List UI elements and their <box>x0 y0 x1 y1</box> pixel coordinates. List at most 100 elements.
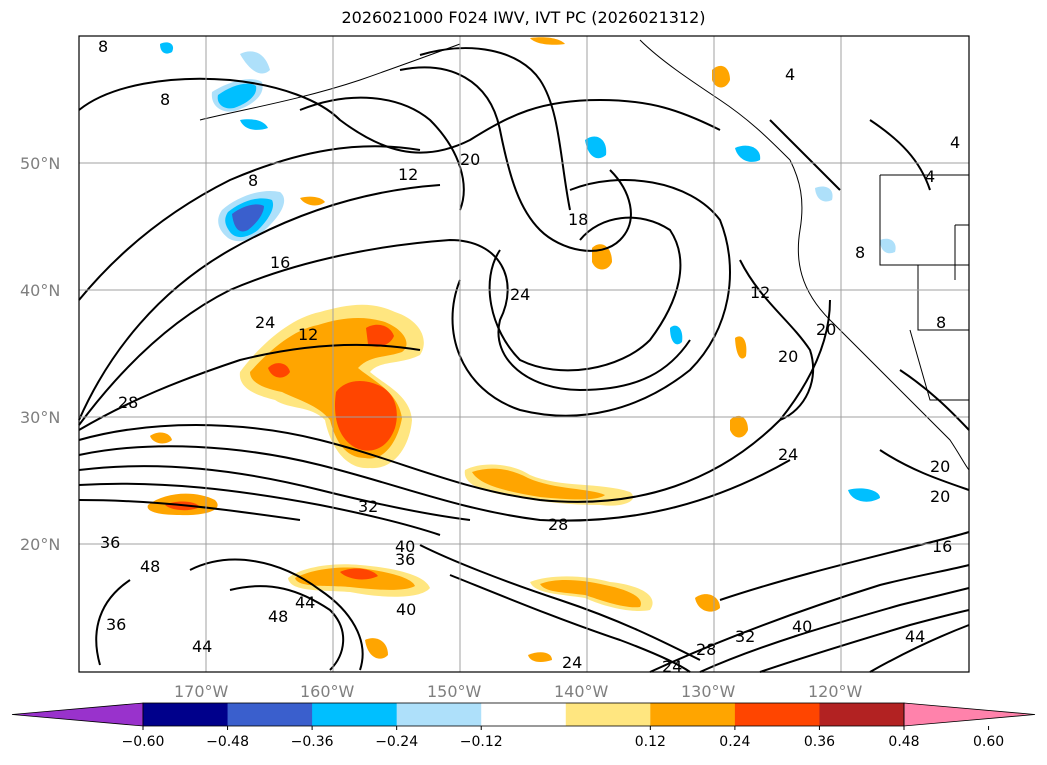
contour-label: 20 <box>930 457 950 476</box>
shade-darkorange-hawaii <box>340 568 378 580</box>
lon-label-160: 160°W <box>300 682 355 701</box>
colorbar-tick-label: −0.60 <box>122 734 165 750</box>
shade-darkorange-central <box>334 380 397 451</box>
contour-label: 36 <box>106 615 126 634</box>
contour-label: 24 <box>510 285 530 304</box>
longitude-labels: 170°W 160°W 150°W 140°W 130°W 120°W <box>174 682 863 701</box>
contour-label: 28 <box>548 515 568 534</box>
state-borders-a <box>879 175 969 266</box>
lat-label-40: 40°N <box>20 281 60 300</box>
shade-blue-aleutian2 <box>240 119 268 130</box>
contour-label: 20 <box>930 487 950 506</box>
map-background <box>79 36 969 672</box>
contour-24-b <box>78 343 421 431</box>
colorbar-segment <box>312 703 398 726</box>
lat-label-50: 50°N <box>20 154 60 173</box>
contour-24-c <box>78 299 831 503</box>
contour-label: 24 <box>778 445 798 464</box>
contour-label: 40 <box>396 600 416 619</box>
contour-label: 8 <box>160 90 170 109</box>
lat-label-20: 20°N <box>20 535 60 554</box>
state-borders-b <box>917 265 969 331</box>
shade-royalblue-nw <box>232 204 264 232</box>
contour-label: 44 <box>905 627 925 646</box>
contour-label: 44 <box>295 593 315 612</box>
contour-28-se <box>649 564 970 673</box>
contour-labels: 8 8 8 12 20 16 24 24 12 12 20 20 18 24 2… <box>98 37 960 676</box>
state-borders-c <box>954 224 969 280</box>
colorbar-segment <box>650 703 736 726</box>
contour-36-b <box>78 499 301 521</box>
contour-32-se <box>699 587 970 673</box>
map-frame <box>78 35 970 673</box>
contour-label: 8 <box>855 243 865 262</box>
shade-blue-topleft <box>160 42 174 54</box>
contour-label: 40 <box>792 617 812 636</box>
shade-blue-aleutian <box>217 83 257 109</box>
contour-label: 16 <box>270 253 290 272</box>
shade-orange-top <box>530 37 565 45</box>
lon-label-130: 130°W <box>681 682 736 701</box>
contour-label: 24 <box>662 657 682 676</box>
lon-label-140: 140°W <box>554 682 609 701</box>
contour-24-loop <box>488 216 682 372</box>
shade-lightblue-inland <box>815 186 833 202</box>
contour-label: 18 <box>568 210 588 229</box>
shade-orange-north <box>712 65 730 88</box>
shade-orange-east2 <box>735 336 747 359</box>
contour-36-left <box>95 579 131 666</box>
contour-4-coast <box>769 119 841 191</box>
contour-12-b <box>299 96 465 211</box>
shade-blue-east <box>670 325 683 345</box>
shade-orange-south <box>540 579 641 608</box>
contour-label: 16 <box>932 537 952 556</box>
colorbar-tick-label: 0.12 <box>635 734 666 750</box>
contour-label: 48 <box>268 607 288 626</box>
contour-48 <box>229 585 345 671</box>
colorbar-tick-label: −0.24 <box>375 734 418 750</box>
colorbar-tick-label: −0.36 <box>291 734 334 750</box>
contour-16 <box>78 184 441 421</box>
colorbar-segment <box>143 703 229 726</box>
colorbar-frame <box>142 702 905 727</box>
contour-label: 24 <box>255 313 275 332</box>
contour-28 <box>78 445 791 522</box>
contour-label: 32 <box>358 497 378 516</box>
shade-orange-w <box>150 432 172 444</box>
colorbar-tick-label: 0.24 <box>719 734 750 750</box>
mexico-border <box>909 329 969 401</box>
contour-40-mid <box>419 544 701 661</box>
contour-44-a <box>189 558 364 671</box>
shade-darkorange-north <box>366 324 394 347</box>
colorbar-segment <box>227 703 313 726</box>
contour-8-b <box>399 66 632 252</box>
contour-label: 8 <box>98 37 108 56</box>
lat-label-30: 30°N <box>20 408 60 427</box>
contour-20-baja2 <box>879 449 970 491</box>
contour-label: 28 <box>118 393 138 412</box>
shade-lightblue-north <box>240 51 270 74</box>
shade-blue-coast <box>735 145 761 162</box>
contour-36 <box>78 482 441 536</box>
colorbar-segment <box>481 703 567 726</box>
colorbar-tick-label: 0.48 <box>888 734 919 750</box>
shade-orange-east <box>730 415 748 438</box>
contour-label: 32 <box>735 627 755 646</box>
coastlines <box>199 39 970 471</box>
lon-label-170: 170°W <box>174 682 229 701</box>
contour-label: 4 <box>925 167 935 186</box>
colorbar-tick-label: −0.48 <box>206 734 249 750</box>
latitude-labels: 50°N 40°N 30°N 20°N <box>20 154 60 554</box>
contour-20-loop <box>451 179 731 417</box>
shade-orange-ribbon <box>472 468 605 500</box>
shade-orange-sw <box>365 638 388 659</box>
contour-label: 28 <box>696 640 716 659</box>
contour-label: 40 <box>395 537 415 556</box>
contour-8-a <box>78 77 721 154</box>
colorbar-segment <box>819 703 905 726</box>
colorbar-segment <box>734 703 820 726</box>
shade-blue-se <box>848 488 880 502</box>
contour-label: 4 <box>950 133 960 152</box>
contour-label: 44 <box>192 637 212 656</box>
